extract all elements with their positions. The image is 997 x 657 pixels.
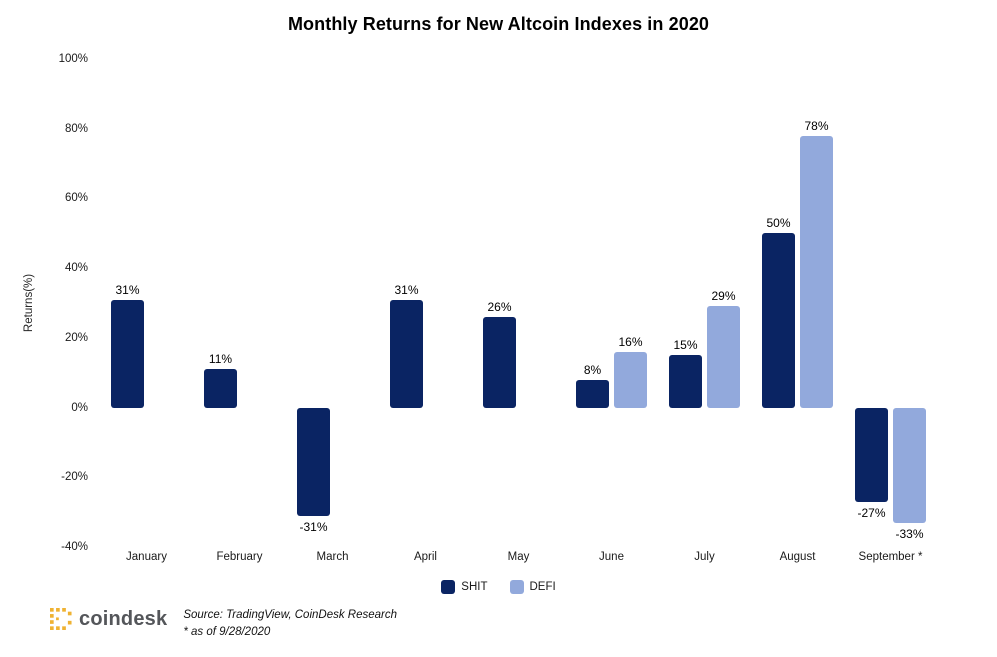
legend-label: SHIT [461, 581, 488, 593]
bar-value-label-shit-august: 50% [766, 216, 791, 231]
chart-title: Monthly Returns for New Altcoin Indexes … [287, 14, 710, 34]
footnote-text: * as of 9/28/2020 [183, 626, 271, 639]
bar-value-label-shit-january: 31% [115, 282, 140, 297]
x-axis-label: September * [858, 551, 923, 563]
y-tick-label: 100% [58, 53, 88, 65]
y-tick-label: 40% [64, 262, 88, 275]
source-text: Source: TradingView, CoinDesk Research [183, 609, 398, 621]
y-tick-label: 0% [71, 401, 88, 414]
bar-defi-july [707, 306, 740, 408]
bar-value-label-defi-june: 16% [618, 334, 643, 349]
x-axis-label: February [216, 551, 263, 563]
legend-label: DEFI [529, 581, 556, 593]
bar-value-label-defi-september: -33% [895, 526, 924, 541]
bar-value-label-defi-july: 29% [711, 289, 736, 304]
footer: coindesk Source: TradingView, CoinDesk R… [50, 606, 397, 642]
bar-shit-june [576, 379, 609, 408]
y-tick-label: 20% [64, 331, 88, 344]
x-axis-label: March [316, 551, 349, 563]
bar-shit-march [297, 407, 330, 516]
y-tick-label: 60% [64, 192, 88, 205]
bar-shit-january [111, 299, 144, 408]
bar-defi-august [800, 135, 833, 408]
bar-value-label-shit-february: 11% [208, 352, 233, 367]
bar-value-label-shit-september: -27% [857, 505, 886, 520]
bar-shit-april [390, 299, 423, 408]
y-tick-label: 80% [64, 122, 88, 135]
bar-shit-february [204, 369, 237, 408]
bar-shit-september [855, 407, 888, 502]
x-axis-label: January [126, 551, 167, 563]
bar-defi-september [893, 407, 926, 523]
source-block: Source: TradingView, CoinDesk Research *… [183, 607, 397, 642]
brand-wordmark: coindesk [79, 608, 168, 630]
x-axis-label: June [599, 551, 624, 563]
legend: SHIT DEFI [0, 580, 997, 594]
bar-shit-august [762, 233, 795, 408]
x-axis-label: August [779, 551, 816, 563]
legend-swatch-shit [441, 580, 456, 594]
bar-value-label-shit-july: 15% [673, 338, 698, 353]
y-tick-label: -40% [61, 541, 88, 553]
bar-defi-june [614, 351, 647, 408]
legend-item-defi: DEFI [509, 580, 556, 594]
legend-item-shit: SHIT [441, 580, 488, 594]
y-axis-tick-labels: 100% 80% 60% 40% 20% 0% -20% -40% [0, 53, 88, 553]
plot-area: 31% 11% -31% 31% 26% 8% 15% 50% -27% 16% 29% 78% -33… [100, 59, 937, 547]
bar-value-label-shit-april: 31% [394, 282, 419, 297]
x-axis-label: April [413, 551, 437, 563]
bar-value-label-shit-march: -31% [299, 519, 328, 534]
x-axis-labels: January February March April May June July Augu… [100, 551, 937, 563]
brand-row: coindesk [50, 606, 167, 630]
x-axis-label: May [507, 551, 530, 563]
y-tick-label: -20% [61, 471, 88, 484]
bar-shit-may [483, 316, 516, 408]
legend-swatch-defi [509, 580, 524, 594]
bar-value-label-defi-august: 78% [804, 118, 829, 133]
bar-value-label-shit-may: 26% [487, 299, 512, 314]
x-axis-label: July [694, 551, 715, 563]
coindesk-logo-icon [50, 608, 72, 630]
bar-shit-july [669, 355, 702, 408]
bar-value-label-shit-june: 8% [583, 362, 602, 377]
